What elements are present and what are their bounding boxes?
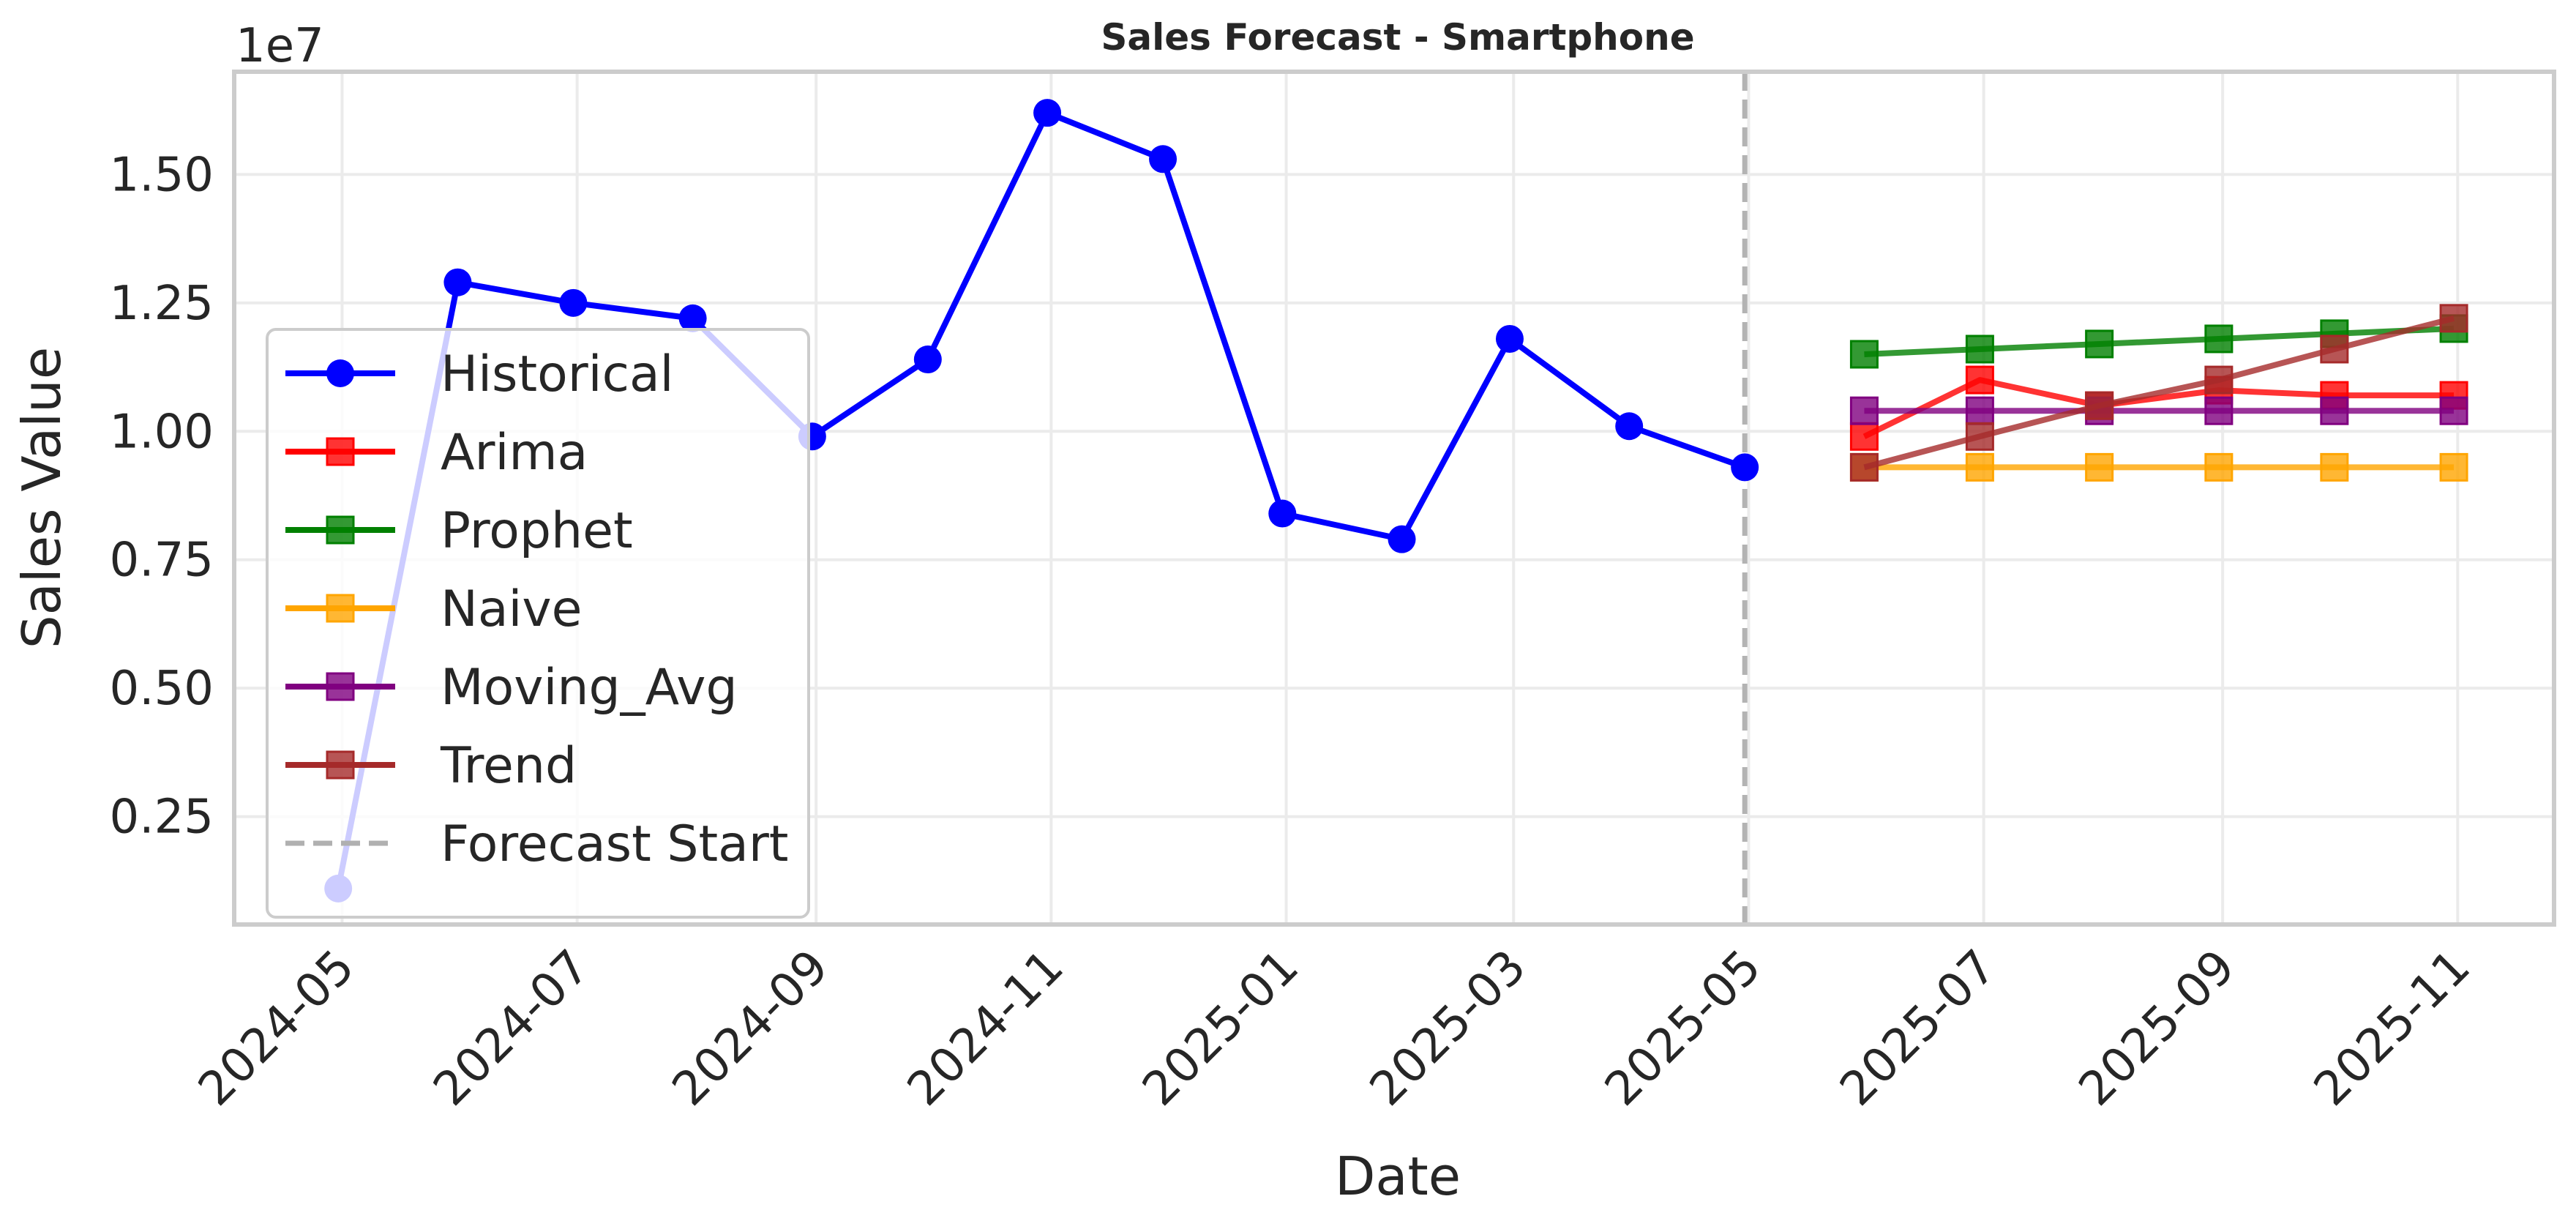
data-point-arima (1849, 422, 1879, 451)
legend-box (266, 328, 810, 919)
y-tick-label: 1.25 (110, 277, 214, 331)
y-tick-label: 1.00 (110, 405, 214, 459)
legend-label: Prophet (441, 502, 633, 560)
data-point-historical (443, 268, 472, 296)
data-point-historical (678, 304, 707, 332)
data-point-prophet (2204, 324, 2234, 354)
y-tick-labels: 0.25 0.50 0.75 1.00 1.25 1.50 (110, 148, 214, 844)
legend-item-naive: Naive (285, 580, 583, 638)
data-point-moving-avg (2439, 396, 2468, 425)
legend-item-prophet: Prophet (285, 502, 633, 560)
data-point-prophet (1849, 340, 1879, 369)
legend-item-historical: Historical (285, 345, 674, 403)
data-point-moving-avg (1849, 396, 1879, 425)
y-tick-label: 0.25 (110, 791, 214, 845)
legend-label: Forecast Start (441, 815, 788, 873)
chart-title: Sales Forecast - Smartphone (1101, 16, 1694, 59)
data-point-naive (2320, 452, 2349, 482)
data-point-historical (1731, 453, 1759, 482)
data-point-trend (2439, 304, 2468, 333)
legend-label: Arima (441, 424, 588, 482)
legend-label: Moving_Avg (441, 659, 738, 717)
legend-item-arima: Arima (285, 424, 588, 482)
series-trend (1849, 304, 2468, 482)
legend-marker (326, 515, 355, 545)
series-line-prophet (1864, 325, 2455, 357)
legend-marker (326, 672, 355, 701)
legend-item-moving-avg: Moving_Avg (285, 659, 738, 717)
data-point-historical (1033, 99, 1062, 127)
data-point-trend (2204, 365, 2234, 395)
data-point-historical (1268, 499, 1297, 528)
data-point-historical (1388, 525, 1416, 553)
data-point-trend (2320, 335, 2349, 364)
data-point-arima (1965, 365, 1994, 395)
data-point-prophet (1965, 335, 1994, 364)
data-point-moving-avg (1965, 396, 1994, 425)
data-point-prophet (2085, 329, 2114, 359)
series-line-trend (1863, 315, 2455, 471)
data-point-trend (1849, 452, 1879, 482)
legend-label: Naive (441, 580, 583, 638)
y-offset-label: 1e7 (236, 19, 324, 73)
series-naive (1849, 452, 2468, 482)
legend-marker (326, 594, 355, 623)
y-tick-label: 0.50 (110, 662, 214, 716)
y-tick-label: 0.75 (110, 534, 214, 588)
y-tick-label: 1.50 (110, 148, 214, 202)
data-point-moving-avg (2204, 396, 2234, 425)
series-group (324, 99, 2468, 903)
legend-marker (326, 359, 354, 387)
data-point-trend (2085, 391, 2114, 420)
data-point-naive (2204, 452, 2234, 482)
y-axis-label: Sales Value (11, 347, 72, 649)
data-point-historical (913, 345, 942, 374)
legend-item-forecast-start: Forecast Start (285, 815, 788, 873)
data-point-naive (2439, 452, 2468, 482)
data-point-historical (1615, 412, 1644, 441)
data-point-historical (1495, 324, 1524, 353)
data-point-historical (559, 288, 588, 317)
plot-frame (232, 70, 2556, 927)
legend-label: Historical (441, 345, 674, 403)
data-point-trend (1965, 422, 1994, 451)
series-moving-avg (1849, 396, 2468, 425)
legend-label: Trend (440, 737, 577, 795)
data-point-naive (1965, 452, 1994, 482)
x-axis-label: Date (1335, 1146, 1461, 1207)
data-point-moving-avg (2320, 396, 2349, 425)
legend-item-trend: Trend (285, 737, 577, 795)
series-line-arima (1862, 377, 2455, 439)
data-point-naive (2085, 452, 2114, 482)
legend-marker (326, 750, 355, 780)
legend: Historical Arima Prophet Naive Moving_Avg Tre… (266, 328, 810, 919)
legend-marker (326, 437, 355, 466)
data-point-historical (1149, 145, 1177, 173)
